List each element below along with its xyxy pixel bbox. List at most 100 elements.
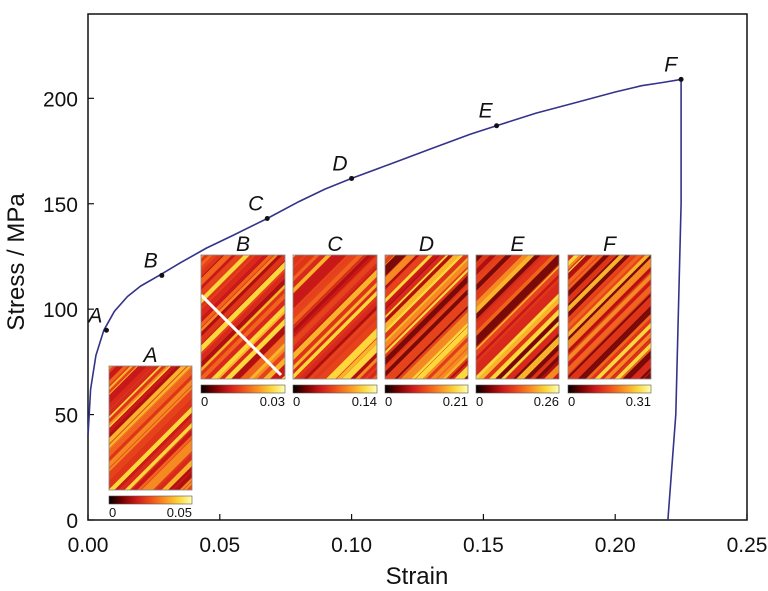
strain-band (761, 251, 768, 383)
strain-band (703, 251, 768, 383)
strain-band (156, 454, 192, 490)
x-tick-label: 0.20 (595, 534, 636, 557)
strain-band (240, 334, 285, 379)
strain-band (603, 331, 651, 379)
strain-band (201, 261, 285, 353)
strain-band (599, 327, 651, 379)
strain-band (325, 327, 377, 379)
point-marker-e (494, 123, 500, 129)
strain-band (385, 276, 468, 367)
strain-band (665, 251, 768, 383)
strain-band (656, 251, 768, 383)
strain-band (293, 276, 377, 366)
strain-band (179, 477, 192, 490)
colorbar-min-c: 0 (293, 394, 300, 409)
strain-band (109, 366, 126, 383)
strain-band (350, 352, 377, 379)
strain-band (385, 255, 428, 298)
strain-band (293, 286, 377, 376)
strain-band (627, 355, 651, 379)
strain-band (109, 366, 117, 374)
strain-band (385, 255, 417, 287)
strain-band (476, 255, 509, 288)
strain-band (293, 282, 377, 374)
strain-band (568, 255, 604, 291)
strain-band (204, 362, 336, 494)
strain-band (109, 366, 160, 417)
strain-band (572, 300, 651, 379)
strain-band (385, 255, 464, 334)
inset-label-c: C (327, 233, 343, 256)
strain-band (568, 293, 651, 379)
strain-band (504, 324, 559, 379)
strain-band (712, 251, 768, 383)
strain-band (749, 251, 768, 383)
strain-band (118, 416, 192, 490)
shear-band (201, 293, 283, 377)
strain-field-d (385, 255, 468, 379)
strain-band (693, 251, 768, 383)
strain-band (201, 255, 271, 325)
strain-band (529, 349, 559, 379)
strain-band (668, 251, 768, 383)
strain-band (614, 342, 651, 379)
strain-band (194, 362, 326, 494)
strain-band (476, 274, 559, 361)
strain-band (690, 251, 768, 383)
strain-band (191, 362, 323, 494)
strain-band (224, 318, 285, 379)
strain-band (568, 255, 651, 343)
strain-band (316, 318, 377, 379)
strain-band (131, 429, 192, 490)
strain-band (405, 316, 468, 379)
strain-band (681, 251, 768, 383)
strain-band (257, 351, 285, 379)
strain-band (397, 308, 468, 379)
strain-band (632, 251, 764, 383)
strain-band (585, 313, 651, 379)
strain-band (582, 310, 651, 379)
strain-band (265, 362, 397, 494)
strain-band (290, 362, 422, 494)
strain-band (230, 362, 362, 494)
strain-band (568, 255, 599, 286)
colorbar-max-d: 0.21 (443, 394, 468, 409)
strain-band (609, 337, 651, 379)
strain-band (476, 255, 544, 323)
strain-field-a (109, 362, 422, 494)
colorbar-d (384, 384, 469, 394)
strain-band (385, 288, 468, 379)
strain-band (298, 300, 377, 379)
x-tick-label: 0.25 (727, 534, 768, 557)
strain-band (385, 255, 448, 318)
strain-band (650, 251, 768, 383)
strain-band (656, 251, 768, 383)
strain-band (216, 310, 285, 379)
strain-band (241, 362, 373, 494)
point-label-f: F (664, 53, 678, 76)
strain-band (675, 251, 768, 383)
strain-band (293, 255, 375, 337)
strain-band (764, 251, 768, 383)
strain-band (201, 255, 264, 318)
strain-band (201, 292, 285, 379)
inset-map-e: E 0 0.26 (475, 233, 768, 409)
colorbar-max-e: 0.26 (534, 394, 559, 409)
inset-map-a: A 0 0.05 (108, 344, 422, 520)
inset-frame (384, 254, 469, 380)
strain-band (476, 255, 554, 333)
strain-band (476, 267, 559, 360)
strain-band (568, 255, 643, 330)
strain-band (476, 288, 559, 379)
strain-band (293, 290, 377, 379)
strain-band (498, 318, 559, 379)
strain-band (385, 255, 468, 343)
strain-band (307, 309, 377, 379)
strain-band (283, 362, 415, 494)
strain-band (186, 484, 192, 490)
point-marker-d (349, 175, 355, 181)
y-tick-label: 0 (66, 510, 78, 533)
strain-band (201, 255, 242, 296)
strain-band (674, 251, 768, 383)
strain-band (394, 305, 468, 379)
